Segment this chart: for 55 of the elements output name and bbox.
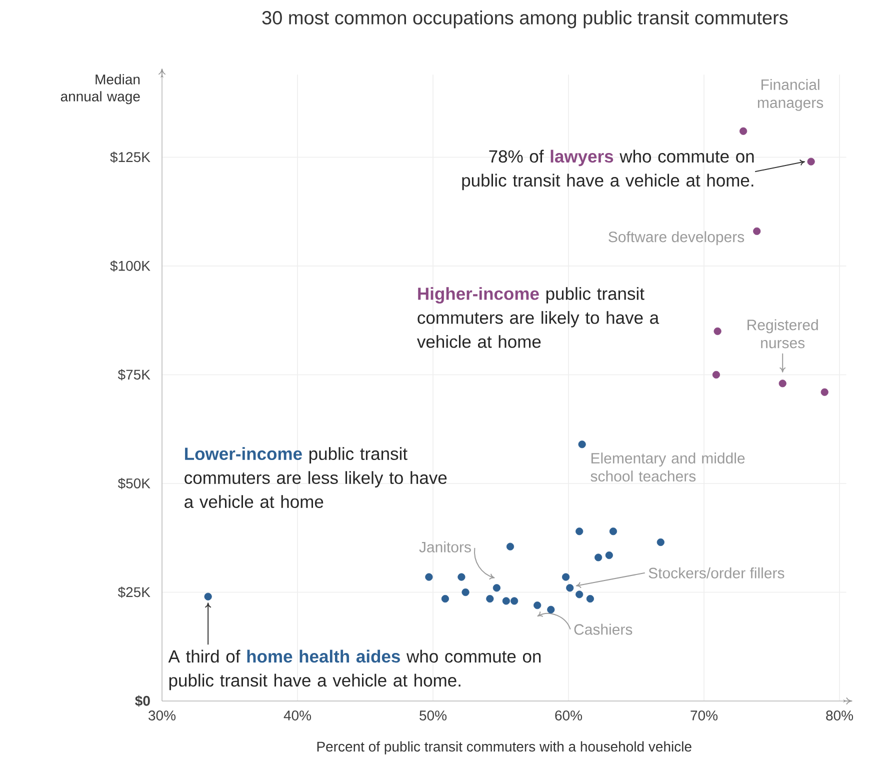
x-tick-label: 80% xyxy=(826,710,854,720)
point xyxy=(547,606,555,614)
x-tick-label: 50% xyxy=(420,710,447,720)
x-tick-label: 60% xyxy=(555,710,582,720)
x-tick-label: 40% xyxy=(284,710,312,720)
point xyxy=(714,327,722,336)
point xyxy=(566,584,574,592)
annotation: Stockers/order fillers xyxy=(648,567,784,578)
point xyxy=(506,542,514,550)
annotation: 78% of lawyers who commute on public transit have a vehicle at home. xyxy=(462,150,754,190)
point xyxy=(576,528,584,536)
point xyxy=(609,528,618,536)
point xyxy=(462,588,470,596)
annotation: Software developers xyxy=(608,231,744,246)
point xyxy=(576,590,584,598)
x-axis-title: Percent of public transit commuters with a household vehicle xyxy=(317,741,692,754)
annotation: Financial managers xyxy=(758,78,824,111)
point xyxy=(204,592,212,600)
point xyxy=(656,538,664,546)
y-tick-label: $75K xyxy=(118,369,150,380)
y-tick-label: $125K xyxy=(110,152,150,163)
point xyxy=(605,551,613,560)
y-tick-label: $50K xyxy=(118,478,150,490)
chart-title: 30 most common occupations among public transit commuters xyxy=(262,10,788,28)
point xyxy=(586,594,594,603)
point xyxy=(502,597,510,605)
x-tick-label: 70% xyxy=(690,710,718,720)
point xyxy=(740,127,748,135)
y-tick-label: $25K xyxy=(118,586,150,598)
point xyxy=(778,380,786,388)
point xyxy=(425,573,433,581)
annotation: Lower-income public transit commuters are less likely to have a vehicle at home xyxy=(184,447,447,508)
point xyxy=(753,227,761,235)
point xyxy=(594,554,602,562)
y-tick-label: $100K xyxy=(110,260,150,272)
y-axis-title: Median annual wage xyxy=(60,74,140,104)
x-tick-label: 30% xyxy=(148,710,176,720)
point xyxy=(492,584,500,592)
point xyxy=(441,594,450,603)
point xyxy=(486,594,494,603)
point xyxy=(807,158,815,166)
point xyxy=(510,597,518,605)
y-tick-label: $0 xyxy=(135,695,150,707)
annotation: Higher-income public transit commuters are likely to have a vehicle at home xyxy=(417,287,660,348)
annotation: Registered nurses xyxy=(748,319,818,348)
annotation: Cashiers xyxy=(574,624,632,635)
point xyxy=(578,440,586,448)
annotation: Elementary and middle school teachers xyxy=(590,452,745,482)
annotation: A third of home health aides who commute on public transit have a vehicle at home. xyxy=(168,650,541,690)
point xyxy=(820,388,828,396)
point xyxy=(534,602,542,610)
point xyxy=(458,573,466,581)
annotation: Janitors xyxy=(419,541,471,552)
point xyxy=(562,573,570,581)
point xyxy=(712,370,720,379)
